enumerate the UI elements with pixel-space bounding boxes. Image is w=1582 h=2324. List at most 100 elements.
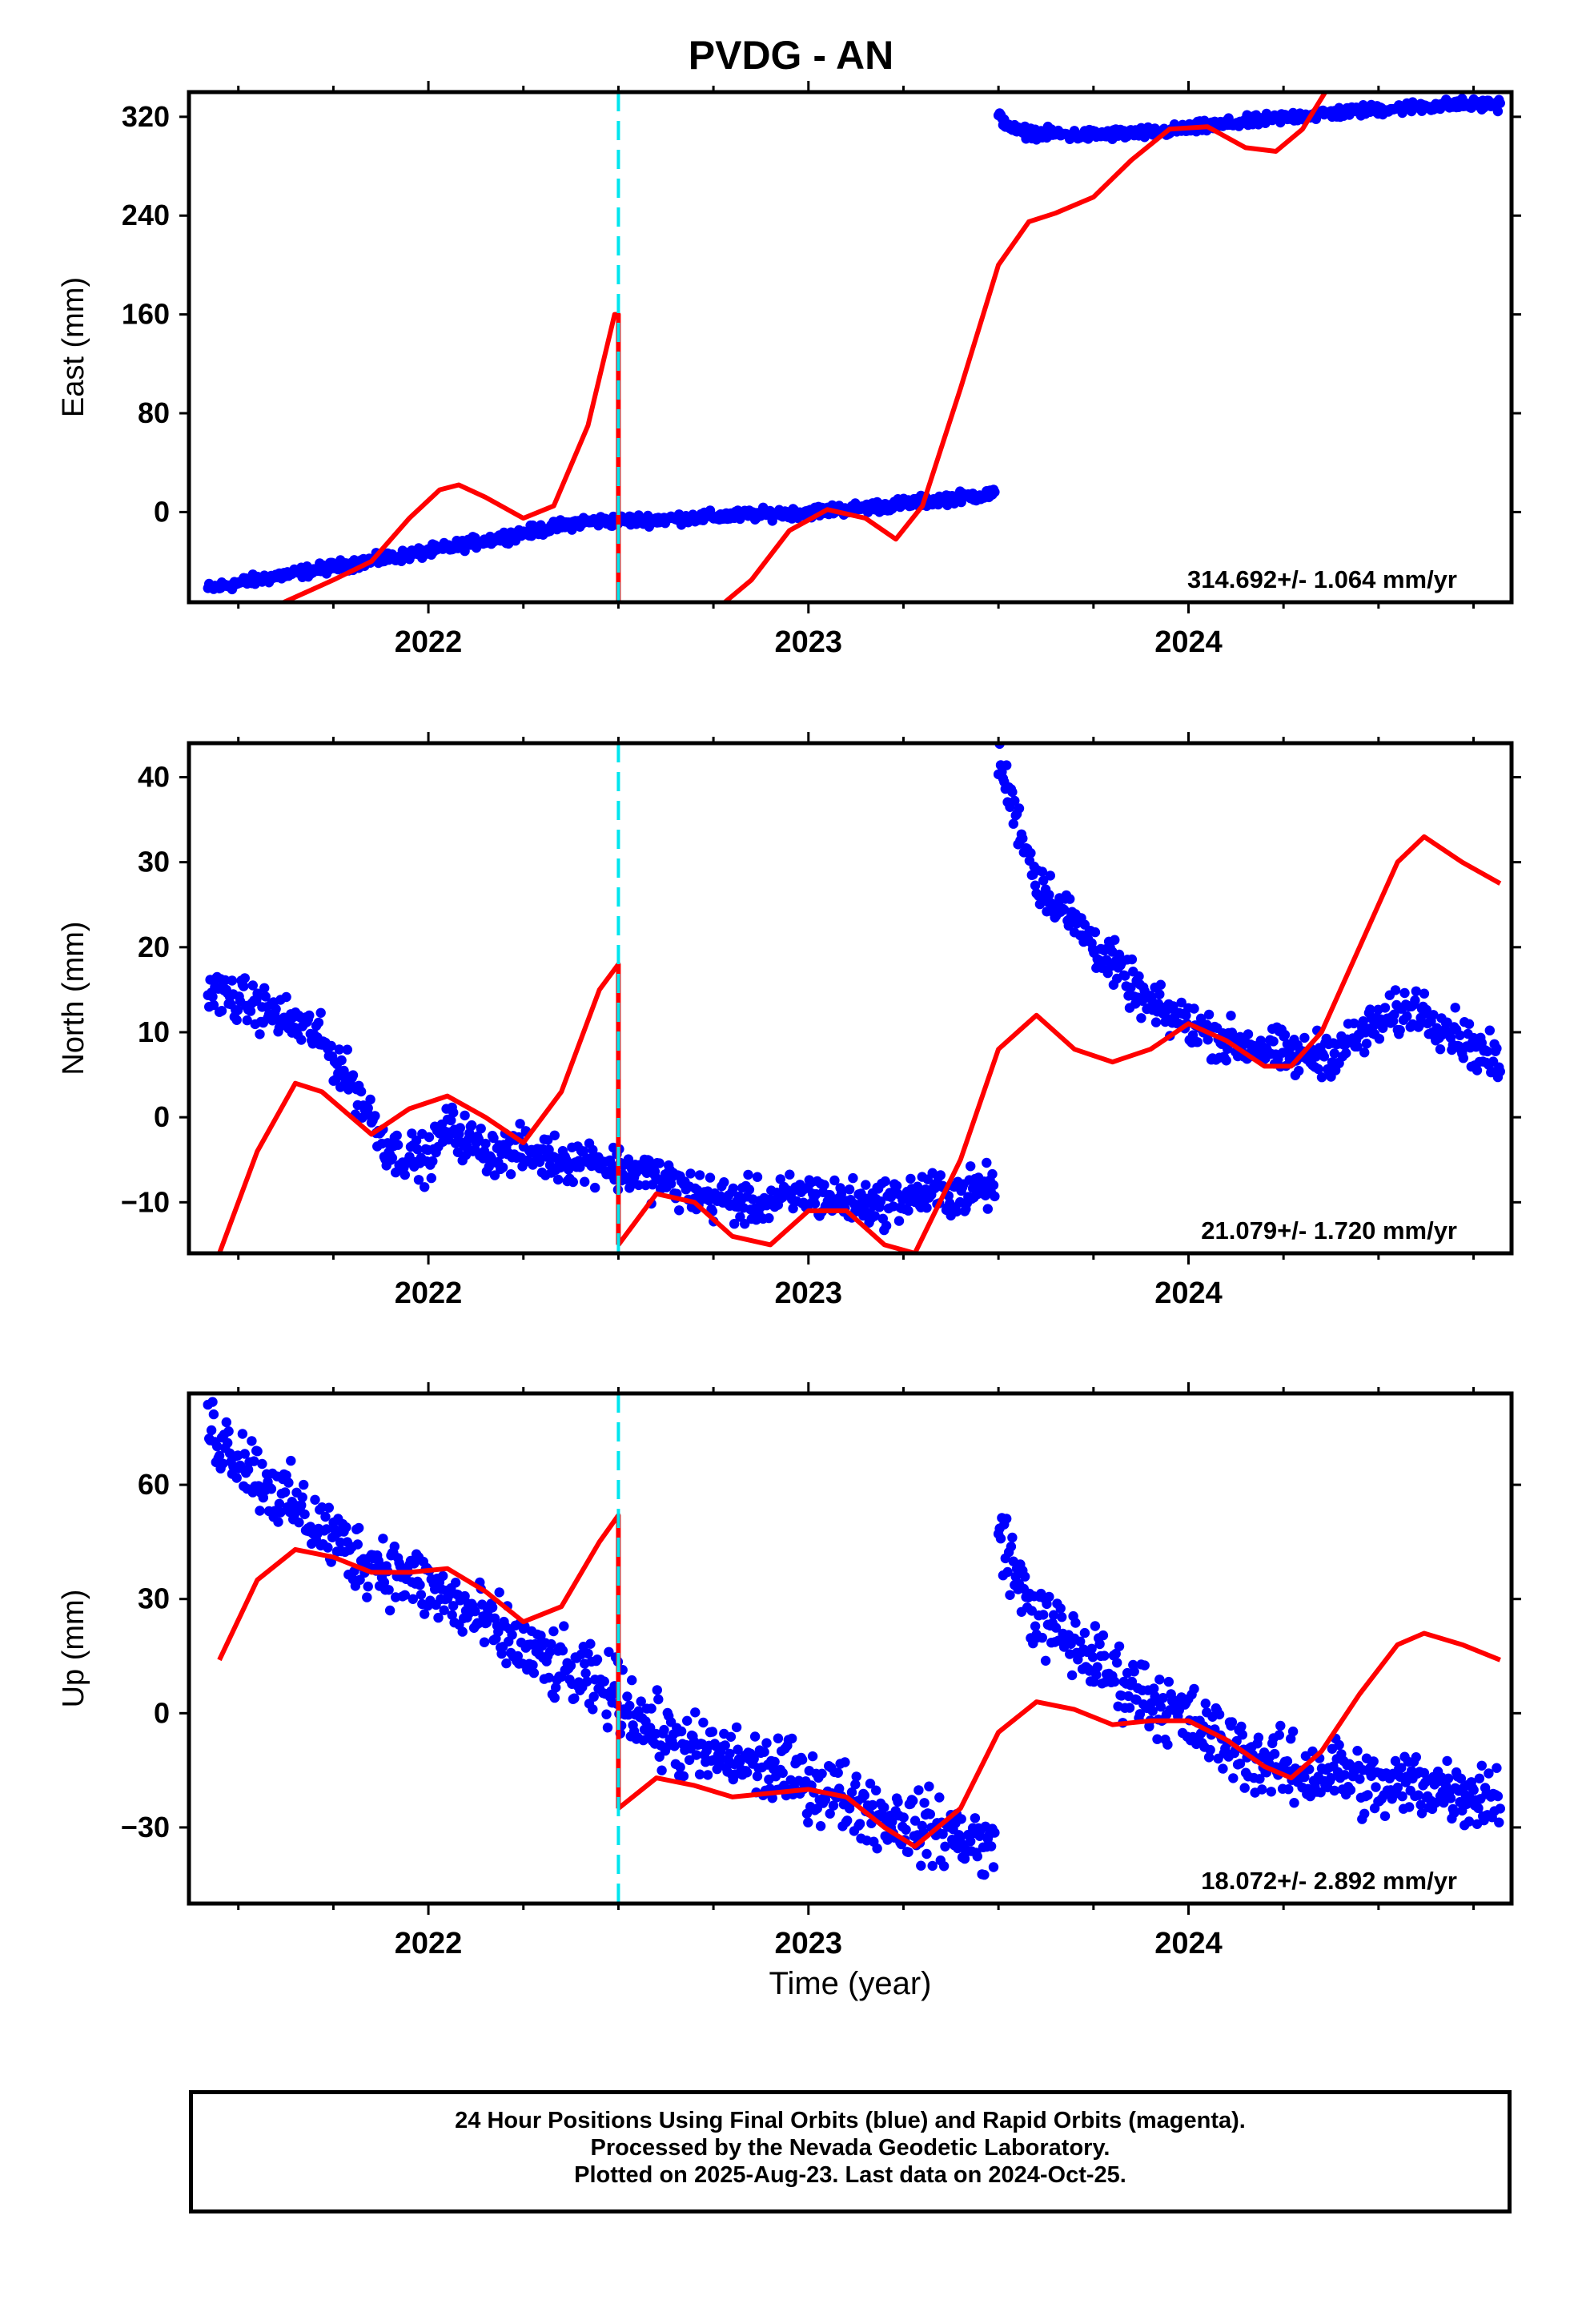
data-point [702, 1770, 713, 1780]
data-point [1189, 1683, 1199, 1695]
data-point [1010, 795, 1020, 806]
data-point [705, 1172, 716, 1183]
data-point [400, 1590, 410, 1601]
data-point [1002, 760, 1012, 770]
data-point [1020, 1571, 1030, 1582]
data-point [1410, 995, 1420, 1006]
data-point [921, 1203, 932, 1213]
y-axis-label: Up (mm) [57, 1590, 90, 1708]
data-point [1379, 1003, 1391, 1013]
data-point [1110, 1676, 1120, 1687]
data-point [859, 1790, 870, 1801]
data-point [1026, 848, 1036, 858]
data-point [1094, 1638, 1105, 1650]
data-point [528, 1660, 538, 1671]
data-point [987, 1168, 998, 1180]
data-point [218, 1458, 228, 1469]
data-point [304, 1010, 315, 1021]
data-point [1087, 1652, 1098, 1663]
data-point [656, 1765, 667, 1775]
data-point [299, 1509, 310, 1520]
data-point [850, 1779, 861, 1790]
data-point [207, 991, 218, 1002]
y-tick-label: 40 [138, 760, 170, 793]
data-point [1214, 1709, 1225, 1720]
data-point [279, 1487, 291, 1498]
data-point [583, 1648, 593, 1659]
data-point [336, 1055, 347, 1066]
data-point [1464, 1816, 1475, 1827]
data-point [548, 1626, 559, 1637]
data-point [411, 1135, 422, 1146]
data-point [741, 1767, 753, 1778]
data-point [731, 1722, 742, 1733]
data-point [565, 1660, 576, 1671]
data-point [1038, 875, 1049, 886]
data-point [420, 1182, 430, 1192]
data-point [905, 1173, 916, 1184]
data-point [433, 1612, 444, 1623]
plot-area [203, 92, 1506, 602]
data-point [854, 1819, 865, 1829]
data-point [501, 1658, 512, 1669]
data-point [919, 1798, 930, 1808]
data-point [1147, 1706, 1158, 1716]
data-point [286, 1455, 296, 1466]
data-point [1057, 1612, 1067, 1622]
data-point [1287, 1726, 1299, 1737]
data-point [1445, 1793, 1456, 1803]
data-point [1008, 818, 1019, 829]
data-point [654, 1158, 665, 1168]
data-point [1195, 1013, 1207, 1024]
data-point [473, 1134, 484, 1144]
data-point [1374, 1034, 1385, 1044]
data-point [1134, 1709, 1146, 1719]
x-tick-label: 2024 [1154, 1277, 1223, 1310]
data-point [212, 1441, 223, 1452]
data-point [283, 1478, 294, 1488]
data-point [379, 1577, 390, 1588]
data-point [825, 1808, 835, 1819]
data-point [1176, 997, 1186, 1008]
data-point [879, 1802, 889, 1813]
data-point [707, 1727, 718, 1737]
data-point [1358, 1016, 1368, 1027]
data-point [448, 1601, 459, 1611]
data-point [1495, 98, 1506, 108]
y-tick-label: 10 [138, 1015, 170, 1048]
data-point [995, 1534, 1006, 1544]
data-point [1040, 1655, 1051, 1666]
data-point [467, 1120, 477, 1131]
data-point [1396, 1763, 1407, 1773]
data-point [934, 1792, 945, 1803]
data-point [938, 1829, 948, 1839]
data-point [927, 1860, 938, 1872]
data-point [1415, 1799, 1426, 1810]
data-point [347, 1070, 359, 1080]
data-point [1484, 1768, 1494, 1779]
data-point [1399, 987, 1410, 999]
data-point [274, 1498, 285, 1510]
data-point [568, 1176, 578, 1188]
y-axis-label: East (mm) [57, 277, 90, 417]
y-tick-label: 0 [154, 1696, 170, 1729]
data-point [259, 983, 270, 994]
data-point [488, 1132, 499, 1144]
data-point [1339, 1770, 1350, 1780]
data-point [428, 1156, 438, 1167]
data-point [476, 1124, 486, 1134]
rate-annotation: 314.692+/- 1.064 mm/yr [1187, 565, 1457, 593]
data-point [569, 1693, 580, 1703]
data-point [938, 1861, 950, 1872]
data-point [1379, 1811, 1391, 1821]
data-point [903, 1847, 913, 1857]
data-point [1473, 1803, 1484, 1814]
data-point [323, 1502, 334, 1513]
data-point [627, 1675, 637, 1686]
data-point [242, 1015, 252, 1026]
data-point [1390, 985, 1401, 995]
data-point [1492, 106, 1504, 117]
data-point [698, 1717, 709, 1728]
data-point [460, 1110, 470, 1121]
data-point [505, 1169, 516, 1180]
